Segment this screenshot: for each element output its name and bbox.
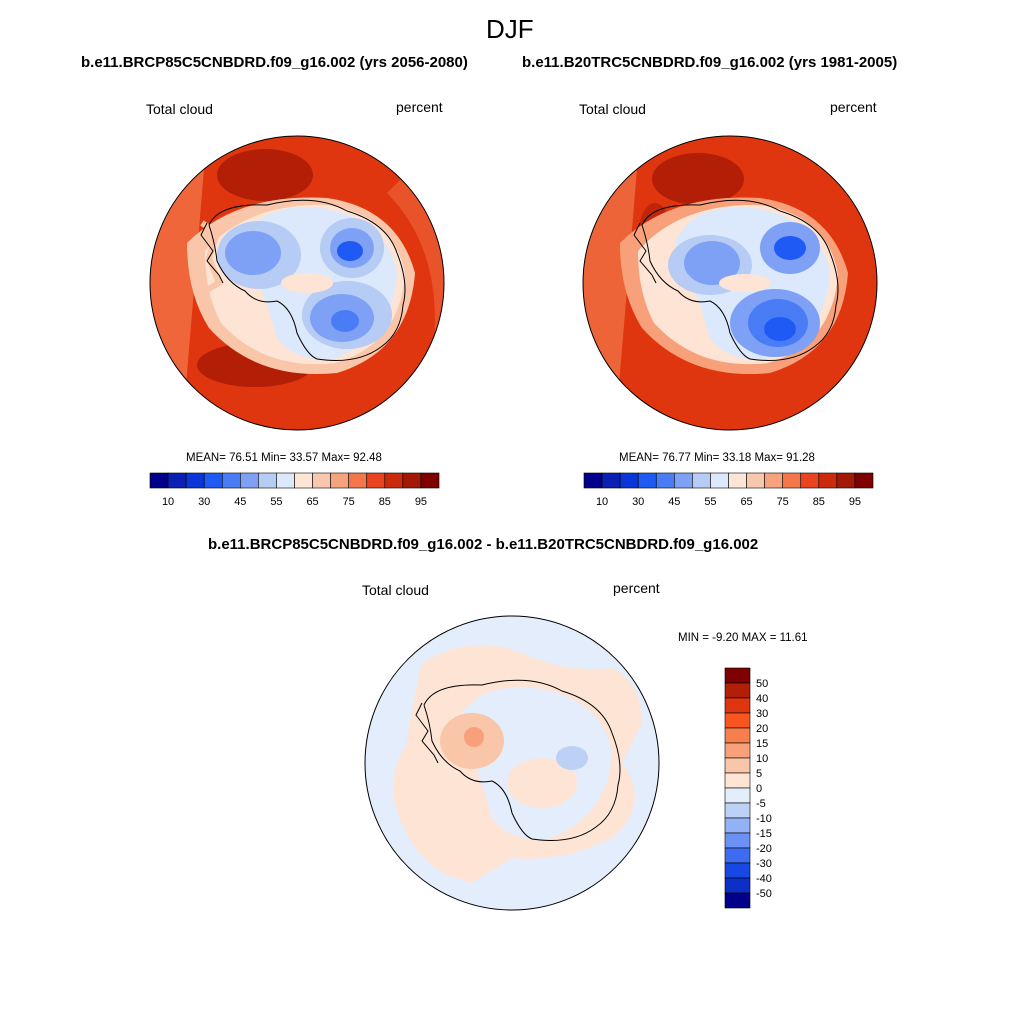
colorbar-swatch <box>149 472 169 489</box>
difference-title: b.e11.BRCP85C5CNBDRD.f09_g16.002 - b.e11… <box>208 536 759 553</box>
colorbar-swatch <box>637 472 657 489</box>
colorbar-swatch <box>258 472 277 489</box>
panel3-units-label: percent <box>613 580 660 596</box>
colorbar-tick-label: 75 <box>343 496 355 508</box>
colorbar-tick-label: 45 <box>668 496 680 508</box>
colorbar-swatch <box>854 472 874 489</box>
colorbar-tick-label: 95 <box>415 496 427 508</box>
colorbar-swatch <box>818 472 838 489</box>
colorbar-swatch <box>800 472 820 489</box>
colorbar-swatch <box>724 847 751 864</box>
colorbar-swatch <box>724 727 751 744</box>
colorbar-swatch <box>724 877 751 894</box>
colorbar-tick-label: 55 <box>704 496 716 508</box>
panel1-stats: MEAN= 76.51 Min= 33.57 Max= 92.48 <box>186 452 382 464</box>
colorbar-tick-label: 55 <box>270 496 282 508</box>
colorbar-swatch <box>724 787 751 804</box>
colorbar-swatch <box>185 472 205 489</box>
colorbar-swatch <box>240 472 259 489</box>
colorbar-swatch <box>710 472 729 489</box>
colorbar-swatch <box>724 712 751 729</box>
colorbar-tick-label: -5 <box>756 798 766 810</box>
colorbar-swatch <box>724 862 751 879</box>
colorbar-swatch <box>724 832 751 849</box>
colorbar-swatch <box>746 472 765 489</box>
colorbar-swatch <box>420 472 440 489</box>
panel2-colorbar: 10 30 45 55 65 75 85 95 <box>583 472 874 508</box>
colorbar-swatch <box>692 472 711 489</box>
panel3-stats: MIN = -9.20 MAX = 11.61 <box>678 632 808 644</box>
colorbar-tick-label: 15 <box>756 738 768 750</box>
panel1-colorbar: 10 30 45 55 65 75 85 95 <box>149 472 440 508</box>
panel3-variable-label: Total cloud <box>362 582 429 598</box>
panel1-variable-label: Total cloud <box>146 101 213 117</box>
colorbar-tick-label: 50 <box>756 678 768 690</box>
colorbar-tick-label: 65 <box>306 496 318 508</box>
colorbar-swatch <box>619 472 639 489</box>
colorbar-tick-label: 30 <box>198 496 210 508</box>
colorbar-swatch <box>294 472 313 489</box>
colorbar-tick-label: 75 <box>777 496 789 508</box>
colorbar-swatch <box>724 802 751 819</box>
panel2-variable-label: Total cloud <box>579 101 646 117</box>
colorbar-swatch <box>601 472 621 489</box>
season-title: DJF <box>486 14 534 44</box>
colorbar-tick-label: 85 <box>813 496 825 508</box>
colorbar-tick-label: 0 <box>756 783 762 795</box>
colorbar-swatch <box>782 472 802 489</box>
colorbar-swatch <box>724 682 751 699</box>
colorbar-tick-label: 10 <box>162 496 174 508</box>
colorbar-swatch <box>167 472 187 489</box>
colorbar-swatch <box>836 472 856 489</box>
colorbar-tick-label: -15 <box>756 828 772 840</box>
colorbar-swatch <box>276 472 295 489</box>
colorbar-swatch <box>221 472 241 489</box>
colorbar-swatch <box>348 472 368 489</box>
colorbar-swatch <box>724 772 751 789</box>
colorbar-swatch <box>724 817 751 834</box>
colorbar-swatch <box>655 472 675 489</box>
colorbar-tick-label: 65 <box>740 496 752 508</box>
colorbar-tick-label: 30 <box>632 496 644 508</box>
colorbar-swatch <box>402 472 422 489</box>
panel3-map <box>364 615 660 911</box>
colorbar-swatch <box>724 667 751 684</box>
panel1-units-label: percent <box>396 99 443 115</box>
colorbar-tick-label: 10 <box>596 496 608 508</box>
colorbar-tick-label: -50 <box>756 888 772 900</box>
panel2-case-title: b.e11.B20TRC5CNBDRD.f09_g16.002 (yrs 198… <box>522 54 898 71</box>
colorbar-swatch <box>674 472 693 489</box>
colorbar-tick-label: 40 <box>756 693 768 705</box>
panel2-map <box>582 135 878 431</box>
panel2-stats: MEAN= 76.77 Min= 33.18 Max= 91.28 <box>619 452 815 464</box>
colorbar-tick-label: 10 <box>756 753 768 765</box>
panel1-case-title: b.e11.BRCP85C5CNBDRD.f09_g16.002 (yrs 20… <box>81 54 468 71</box>
colorbar-swatch <box>724 757 751 774</box>
panel2-units-label: percent <box>830 99 877 115</box>
colorbar-swatch <box>366 472 386 489</box>
colorbar-swatch <box>384 472 404 489</box>
colorbar-tick-label: -30 <box>756 858 772 870</box>
colorbar-swatch <box>724 892 751 909</box>
colorbar-tick-label: 45 <box>234 496 246 508</box>
colorbar-tick-label: 20 <box>756 723 768 735</box>
colorbar-swatch <box>330 472 349 489</box>
colorbar-tick-label: -20 <box>756 843 772 855</box>
colorbar-swatch <box>203 472 223 489</box>
colorbar-tick-label: 30 <box>756 708 768 720</box>
colorbar-tick-label: 95 <box>849 496 861 508</box>
colorbar-swatch <box>724 697 751 714</box>
colorbar-swatch <box>583 472 603 489</box>
panel1-map <box>149 135 445 431</box>
colorbar-tick-label: 85 <box>379 496 391 508</box>
colorbar-tick-label: -40 <box>756 873 772 885</box>
colorbar-tick-label: 5 <box>756 768 762 780</box>
colorbar-tick-label: -10 <box>756 813 772 825</box>
colorbar-swatch <box>764 472 783 489</box>
colorbar-swatch <box>728 472 747 489</box>
colorbar-swatch <box>724 742 751 759</box>
colorbar-swatch <box>312 472 331 489</box>
